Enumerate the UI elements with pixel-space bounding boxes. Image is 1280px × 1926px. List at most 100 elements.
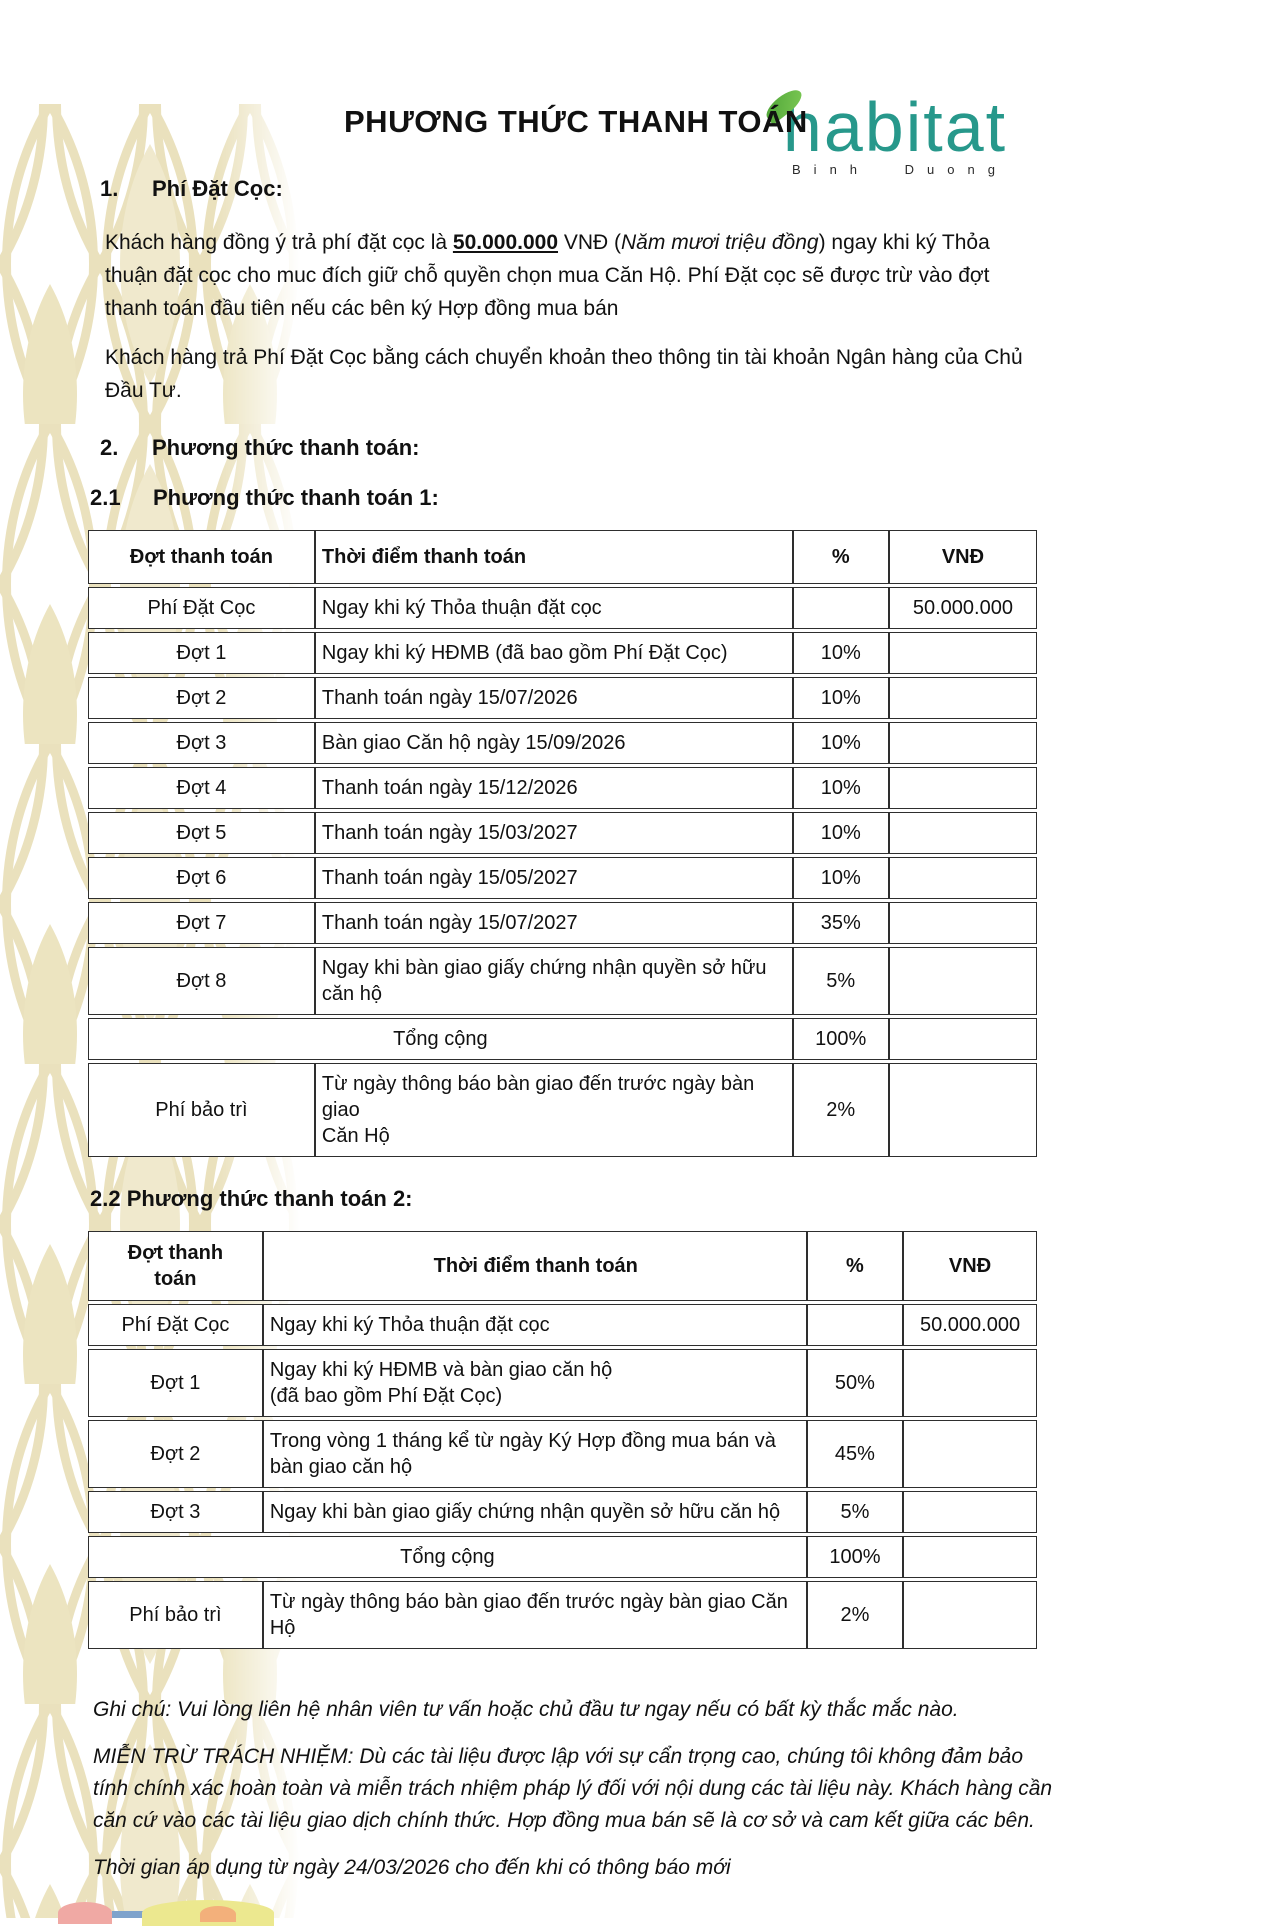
table-row: Phí Đặt Cọc Ngay khi ký Thỏa thuận đặt c… bbox=[88, 1304, 1037, 1346]
cell-percent: 2% bbox=[792, 1063, 889, 1157]
cell-time: Trong vòng 1 tháng kể từ ngày Ký Hợp đồn… bbox=[262, 1420, 807, 1488]
table-row: Đợt 4 Thanh toán ngày 15/12/2026 10% bbox=[88, 767, 1037, 809]
cell-stage: Đợt 1 bbox=[88, 1349, 263, 1417]
page-title: PHƯƠNG THỨC THANH TOÁN bbox=[344, 104, 808, 139]
header-percent: % bbox=[792, 530, 889, 584]
header-stage: Đợt thanh toán bbox=[88, 1231, 263, 1301]
cell-time: Thanh toán ngày 15/03/2027 bbox=[314, 812, 793, 854]
cell-total-label: Tổng cộng bbox=[88, 1018, 793, 1060]
section-label: Phí Đặt Cọc: bbox=[152, 176, 283, 201]
table-row: Đợt 3 Ngay khi bàn giao giấy chứng nhận … bbox=[88, 1491, 1037, 1533]
cell-vnd bbox=[903, 1581, 1037, 1649]
logo-brand-text: habitat bbox=[782, 88, 1008, 166]
header-stage: Đợt thanh toán bbox=[88, 530, 315, 584]
cell-vnd: 50.000.000 bbox=[888, 587, 1037, 629]
cell-total-vnd bbox=[903, 1536, 1037, 1578]
section-label: Phương thức thanh toán: bbox=[152, 435, 420, 460]
cell-percent: 5% bbox=[806, 1491, 904, 1533]
cell-time: Ngay khi ký HĐMB (đã bao gồm Phí Đặt Cọc… bbox=[314, 632, 793, 674]
table-row: Đợt 5 Thanh toán ngày 15/03/2027 10% bbox=[88, 812, 1037, 854]
paragraph-text: ) ngay khi ký Thỏa thuận đặt cọc cho muc… bbox=[105, 231, 990, 320]
cell-percent: 10% bbox=[792, 677, 889, 719]
cell-vnd bbox=[888, 722, 1037, 764]
cell-vnd bbox=[888, 857, 1037, 899]
payment-schedule-table-1: Đợt thanh toán Thời điểm thanh toán % VN… bbox=[88, 527, 1037, 1160]
habitat-logo: habitat Binh Duong bbox=[735, 84, 1055, 177]
table-maintenance-row: Phí bảo trì Từ ngày thông báo bàn giao đ… bbox=[88, 1581, 1037, 1649]
amount-in-words: Năm mươi triệu đồng bbox=[621, 231, 819, 254]
cell-time: Ngay khi ký Thỏa thuận đặt cọc bbox=[314, 587, 793, 629]
cell-time: Từ ngày thông báo bàn giao đến trước ngà… bbox=[314, 1063, 793, 1157]
cell-vnd bbox=[903, 1349, 1037, 1417]
cell-stage: Phí Đặt Cọc bbox=[88, 1304, 263, 1346]
paragraph-text: VNĐ ( bbox=[558, 231, 622, 254]
table-row: Đợt 1 Ngay khi ký HĐMB và bàn giao căn h… bbox=[88, 1349, 1037, 1417]
table-total-row: Tổng cộng 100% bbox=[88, 1536, 1037, 1578]
section-number: 1. bbox=[100, 176, 119, 201]
header-vnd: VNĐ bbox=[888, 530, 1037, 584]
cell-time: Ngay khi ký Thỏa thuận đặt cọc bbox=[262, 1304, 807, 1346]
cell-stage: Đợt 1 bbox=[88, 632, 315, 674]
deposit-paragraph-1: Khách hàng đồng ý trả phí đặt cọc là 50.… bbox=[105, 226, 1040, 325]
cell-total-vnd bbox=[888, 1018, 1037, 1060]
cell-percent bbox=[806, 1304, 904, 1346]
table-maintenance-row: Phí bảo trì Từ ngày thông báo bàn giao đ… bbox=[88, 1063, 1037, 1157]
table-header-row: Đợt thanh toán Thời điểm thanh toán % VN… bbox=[88, 1231, 1037, 1301]
cell-vnd bbox=[903, 1491, 1037, 1533]
cell-time: Ngay khi bàn giao giấy chứng nhận quyền … bbox=[262, 1491, 807, 1533]
section-1-heading: 1. Phí Đặt Cọc: bbox=[88, 176, 1040, 202]
cell-vnd bbox=[903, 1420, 1037, 1488]
cell-stage: Đợt 7 bbox=[88, 902, 315, 944]
cell-percent: 10% bbox=[792, 812, 889, 854]
cell-vnd bbox=[888, 767, 1037, 809]
header-time: Thời điểm thanh toán bbox=[314, 530, 793, 584]
cell-percent: 10% bbox=[792, 722, 889, 764]
cell-time: Thanh toán ngày 15/07/2027 bbox=[314, 902, 793, 944]
table-row: Phí Đặt Cọc Ngay khi ký Thỏa thuận đặt c… bbox=[88, 587, 1037, 629]
header-vnd: VNĐ bbox=[903, 1231, 1037, 1301]
cell-stage: Phí bảo trì bbox=[88, 1063, 315, 1157]
cell-vnd bbox=[888, 677, 1037, 719]
note-disclaimer: MIỄN TRỪ TRÁCH NHIỆM: Dù các tài liệu đư… bbox=[93, 1745, 1053, 1832]
cell-time: Từ ngày thông báo bàn giao đến trước ngà… bbox=[262, 1581, 807, 1649]
section-number: 2.1 bbox=[90, 485, 121, 510]
cell-percent: 45% bbox=[806, 1420, 904, 1488]
cell-percent: 10% bbox=[792, 632, 889, 674]
section-label: Phương thức thanh toán 1: bbox=[153, 485, 439, 510]
header-percent: % bbox=[806, 1231, 904, 1301]
table-row: Đợt 7 Thanh toán ngày 15/07/2027 35% bbox=[88, 902, 1037, 944]
cell-time: Ngay khi bàn giao giấy chứng nhận quyền … bbox=[314, 947, 793, 1015]
payment-schedule-table-2: Đợt thanh toán Thời điểm thanh toán % VN… bbox=[88, 1228, 1037, 1652]
cell-vnd: 50.000.000 bbox=[903, 1304, 1037, 1346]
bottom-color-accent-pink bbox=[58, 1902, 112, 1924]
cell-stage: Đợt 2 bbox=[88, 1420, 263, 1488]
bottom-color-accent-salmon bbox=[200, 1906, 236, 1922]
cell-total-label: Tổng cộng bbox=[88, 1536, 807, 1578]
cell-percent: 10% bbox=[792, 857, 889, 899]
section-2-2-heading: 2.2 Phương thức thanh toán 2: bbox=[90, 1186, 413, 1211]
table-row: Đợt 2 Thanh toán ngày 15/07/2026 10% bbox=[88, 677, 1037, 719]
cell-time: Thanh toán ngày 15/07/2026 bbox=[314, 677, 793, 719]
table-header-row: Đợt thanh toán Thời điểm thanh toán % VN… bbox=[88, 530, 1037, 584]
table-row: Đợt 8 Ngay khi bàn giao giấy chứng nhận … bbox=[88, 947, 1037, 1015]
cell-stage: Đợt 5 bbox=[88, 812, 315, 854]
cell-percent: 50% bbox=[806, 1349, 904, 1417]
cell-stage: Đợt 2 bbox=[88, 677, 315, 719]
cell-vnd bbox=[888, 632, 1037, 674]
cell-stage: Đợt 3 bbox=[88, 1491, 263, 1533]
cell-stage: Phí bảo trì bbox=[88, 1581, 263, 1649]
paragraph-text: Khách hàng đồng ý trả phí đặt cọc là bbox=[105, 231, 453, 254]
cell-percent: 35% bbox=[792, 902, 889, 944]
cell-percent: 2% bbox=[806, 1581, 904, 1649]
table-row: Đợt 2 Trong vòng 1 tháng kể từ ngày Ký H… bbox=[88, 1420, 1037, 1488]
cell-time: Ngay khi ký HĐMB và bàn giao căn hộ (đã … bbox=[262, 1349, 807, 1417]
header-time: Thời điểm thanh toán bbox=[262, 1231, 807, 1301]
cell-time: Thanh toán ngày 15/05/2027 bbox=[314, 857, 793, 899]
table-total-row: Tổng cộng 100% bbox=[88, 1018, 1037, 1060]
deposit-paragraph-2: Khách hàng trả Phí Đặt Cọc bằng cách chu… bbox=[105, 346, 1023, 402]
cell-vnd bbox=[888, 812, 1037, 854]
cell-stage: Phí Đặt Cọc bbox=[88, 587, 315, 629]
table-row: Đợt 1 Ngay khi ký HĐMB (đã bao gồm Phí Đ… bbox=[88, 632, 1037, 674]
cell-vnd bbox=[888, 1063, 1037, 1157]
note-apply-time: Thời gian áp dụng từ ngày 24/03/2026 cho… bbox=[93, 1856, 731, 1879]
